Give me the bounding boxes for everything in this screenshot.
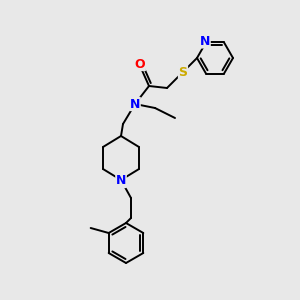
Text: N: N bbox=[130, 98, 140, 110]
Text: S: S bbox=[178, 65, 188, 79]
Text: N: N bbox=[200, 35, 210, 48]
Text: O: O bbox=[135, 58, 145, 70]
Text: N: N bbox=[116, 175, 126, 188]
